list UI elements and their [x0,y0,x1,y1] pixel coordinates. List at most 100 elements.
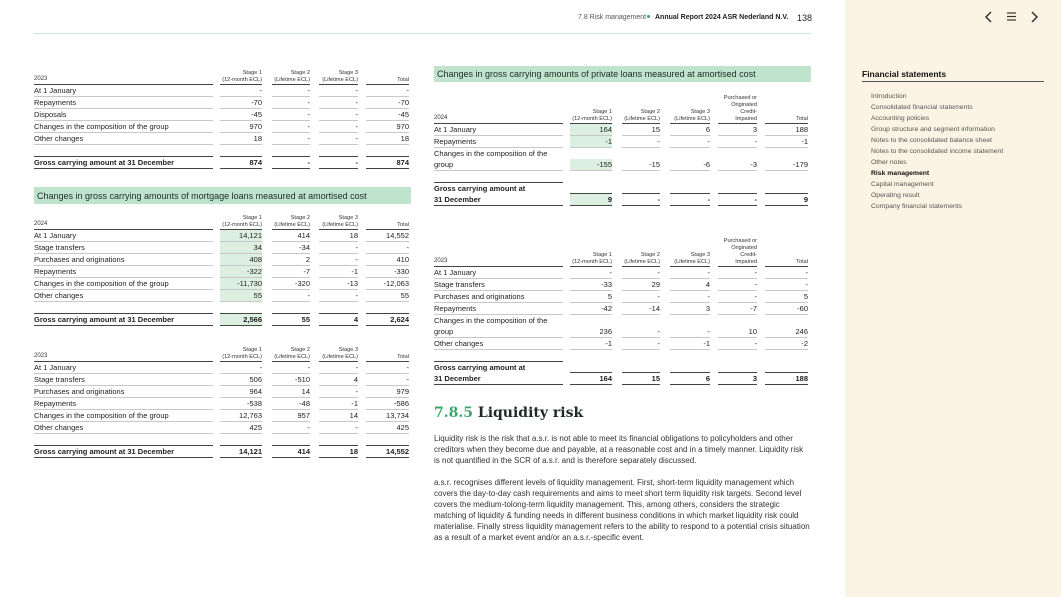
column-header-line: (Lifetime ECL) [322,354,358,360]
table-row: Changes in the composition of the group 1… [34,410,409,422]
row-label: Changes in the composition of the group [34,121,213,133]
row-label: Changes in the composition of the group [34,278,213,290]
cell: - [718,193,757,206]
table-header: 2024 Stage 1 (12-month ECL) Stage 2 (Lifetim… [34,210,409,230]
row-label: Changes in the composition of the group [434,148,563,171]
cell: 6 [670,372,710,385]
column-header-line: Stage 2 [640,109,660,115]
cell: - [319,386,358,398]
column-header-line: Stage 1 [242,70,262,76]
row-label: Gross carrying amount at 31 December [434,361,563,385]
total-row: Gross carrying amount at 31 December 9- - -… [434,182,808,206]
table-header: 2023 Stage 1 (12-month ECL) Stage 2 (Lifetim… [34,342,409,362]
row-label: Disposals [34,109,213,121]
cell: - [718,267,757,279]
row-label-text: Changes in the composition of the group [34,122,169,131]
year-label: 2023 [434,257,563,267]
table-row: Changes in the composition of the group -… [34,278,409,290]
separator-dot [647,15,650,18]
table-title: Changes in gross carrying amounts of pri… [434,66,811,82]
sidebar-item: Other notes [871,159,907,166]
cell: -330 [366,266,409,278]
row-label-text: At 1 January [34,231,77,240]
column-header: Stage 1 (12-month ECL) [220,347,262,362]
row-label-text: Repayments [34,399,77,408]
column-header-line: (12-month ECL) [222,77,262,83]
row-label: At 1 January [34,230,213,242]
table-row: Repayments -42 -14 3 -7 -60 [434,303,808,315]
paragraph: Liquidity risk is the risk that a.s.r. i… [434,434,804,465]
year-label: 2023 [34,352,213,362]
cell: 14,121 [220,445,262,458]
page-number: 138 [797,13,813,23]
cell: 236 [570,326,612,338]
cell: 970 [366,121,409,133]
row-label-text: At 1 January [34,363,77,372]
row-label-text: At 1 January [34,86,77,95]
cell: 18 [319,230,358,242]
row-label: Changes in the composition of the group [34,410,213,422]
row-label-text: At 1 January [434,268,477,277]
table-row: Changes in the composition of the group 2… [434,315,808,338]
cell: 2,566 [220,313,262,326]
table-row: Changes in the composition of the group 9… [34,121,409,133]
cell: 18 [366,133,409,145]
sidebar-item: Company financial statements [871,203,963,210]
year-label: 2024 [34,220,213,230]
column-header-line: (Lifetime ECL) [274,77,310,83]
cell: 10 [718,326,757,338]
column-header: Total [366,222,409,230]
cell: 18 [319,445,358,458]
column-header: Stage 3 (Lifetime ECL) [670,109,710,124]
row-label-text: Changes in the composition of the group [34,411,169,420]
cell: -6 [670,159,710,171]
table-row: Stage transfers 506 -510 4- [34,374,409,386]
cell: 18 [220,133,262,145]
cell: -322 [220,266,262,278]
cell: -70 [220,97,262,109]
column-header-line: Stage 3 [690,109,710,115]
table-row: Disposals -45- - -45 [34,109,409,121]
cell: - [319,254,358,266]
row-label: Gross carrying amount at 31 December [34,445,213,458]
row-label: Repayments [34,266,213,278]
cell: -12,063 [366,278,409,290]
row-label: Gross carrying amount at 31 December [34,313,213,326]
prev-button[interactable] [984,11,992,23]
year-label: 2023 [34,75,213,85]
table-header: 2023 Stage 1 (12-month ECL) Stage 2 (Lifetim… [434,231,808,267]
column-header: Stage 3 (Lifetime ECL) [670,252,710,267]
cell: 188 [765,124,808,136]
cell: 957 [272,410,310,422]
cell: - [272,422,310,434]
cell: - [272,109,310,121]
column-header-line: (Lifetime ECL) [322,77,358,83]
cell: 425 [366,422,409,434]
cell: - [765,279,808,291]
column-header: Stage 1 (12-month ECL) [570,109,612,124]
row-label: At 1 January [34,362,213,374]
menu-button[interactable] [1007,12,1016,21]
cell: - [570,267,612,279]
cell: - [272,121,310,133]
next-button[interactable] [1031,11,1039,23]
cell: - [622,267,660,279]
cell: - [319,422,358,434]
paragraph: a.s.r. recognises different levels of li… [434,478,810,542]
column-header: Stage 2 (Lifetime ECL) [622,109,660,124]
row-label-text: Repayments [434,304,477,313]
cell: 188 [765,372,808,385]
table-row: Repayments -1- - - -1 [434,136,808,148]
cell: -1 [765,136,808,148]
row-label-text: Changes in the composition of the group [34,279,169,288]
sidebar [845,0,1061,597]
column-header-line: (12-month ECL) [222,222,262,228]
column-header-line: Impaired [735,259,757,265]
cell: 14 [319,410,358,422]
cell: -538 [220,398,262,410]
cell: 410 [366,254,409,266]
cell: 29 [622,279,660,291]
sidebar-item: Notes to the consolidated balance sheet [871,137,992,144]
cell: 2,624 [366,313,409,326]
